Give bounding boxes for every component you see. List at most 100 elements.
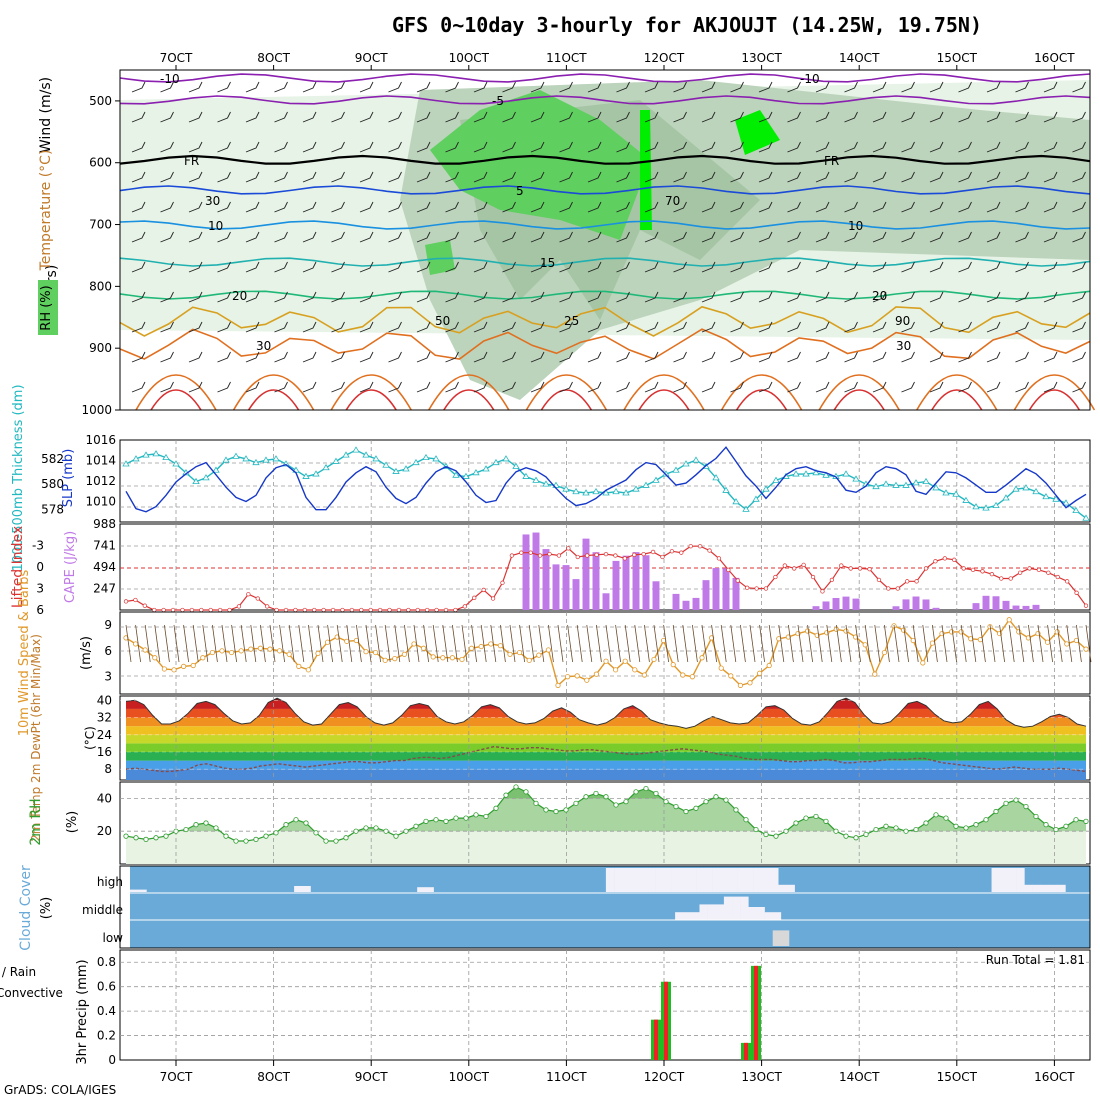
wind-barb [815,171,830,183]
wind-barb [815,231,830,243]
wind-barb [160,351,174,363]
cape-bar [822,601,830,610]
lifted-index-point [792,566,797,571]
wind-barb [673,321,687,333]
rh2m-point [773,833,779,839]
wind10m-barb [365,624,372,663]
cloud-cell-high [646,868,656,892]
wind10m-point [689,674,696,680]
wind-barb [815,81,830,93]
wind-barb [1072,321,1086,333]
wind-barb [1015,381,1029,393]
x-tick-top: 13OCT [741,51,782,65]
wind-barb [473,381,488,393]
isotherm-loop-30 [428,374,510,411]
wind-barb [416,81,431,93]
thickness-slp-point [742,505,750,512]
wind10m-barb [951,624,957,663]
rh2m-point [323,838,329,844]
wind-barb [359,201,374,213]
wind-barb [217,81,231,93]
wind-barb [331,291,345,303]
cloud-cell-high [294,886,303,892]
wind10m-barb [173,624,180,663]
wind-barb [245,141,260,153]
rh2m-point [123,833,129,839]
temp2m-unit: (°C) [83,726,97,750]
cape-bar [612,560,620,610]
wind-barb [673,381,687,393]
wind10m-barb [912,624,919,663]
wind-barb [616,171,630,183]
precip-frame [119,949,1091,1061]
rh2m-point [653,790,659,797]
lifted-index-point [236,604,242,609]
wind10m-point [1064,641,1070,647]
thickness-slp-point [1042,492,1050,500]
wind10m-barb [615,624,621,663]
isotherm-line [119,185,1091,195]
rh2m-point [683,808,689,815]
wind-barb [274,201,288,213]
cloud-cell-high [622,868,631,892]
wind-barb [359,231,374,243]
lifted-index-point [123,599,129,604]
precip-label: 3hr Precip (mm) [75,959,90,1064]
rh2m-point [903,828,909,834]
thickness-slp-point [262,456,270,463]
rh2m-point [953,823,959,829]
wind10m-point [612,667,619,673]
wind-barb [901,351,915,363]
wind-barb [644,231,659,243]
x-tick-top: 8OCT [257,51,290,65]
lifted-index-point [142,603,147,608]
wind-barb [844,141,858,153]
wind-barb [331,111,345,123]
wind10m-point [584,677,590,683]
thickness-slp-point [922,477,930,485]
cape-bar [542,549,550,610]
lifted-index-point [1074,590,1079,595]
wind-barb [587,381,602,393]
cape-bar [932,607,940,610]
wind-barb [388,261,402,273]
wind-barb [844,231,858,243]
thickness-slp-point [242,455,250,462]
thickness-slp-point [332,457,340,464]
y-tick-precip: 0.6 [97,980,116,994]
cloud-label: Cloud Cover [18,865,34,951]
wind10m-point [401,651,407,657]
rh2m-point [253,836,259,843]
rh2m-point [393,833,399,839]
rh2m-point [373,825,379,831]
wind-barb [359,291,374,303]
wind-barb [758,111,773,123]
wind-barb [131,81,146,93]
wind-barb [217,381,231,393]
rh2m-point [763,831,769,838]
wind10m-barb [788,624,794,663]
isotherm-loop-35 [638,389,690,411]
wind10m-barb [1028,624,1034,663]
cloud-cell-high [1024,884,1033,892]
lifted-index-point [895,586,900,591]
y-tick-slp: 1012 [85,474,116,488]
wind10m-point [181,663,187,669]
isotherm-line [119,220,1091,230]
wind10m-point [516,649,523,656]
wind10m-point [248,646,254,652]
wind-barb [445,321,459,333]
lifted-index-point [293,607,298,613]
wind-barb [1015,261,1029,273]
wind-barb [929,141,944,153]
wind-barb [302,231,317,243]
lifted-index-point [829,577,835,583]
wind-barb [302,141,317,153]
lifted-index-point [453,607,458,613]
cloud-cell-high [770,868,779,892]
wind10m-point [142,647,148,653]
rh2m-point [623,799,629,805]
wind-barb [815,291,830,303]
rh2m-point [203,820,209,826]
lifted-index-point [613,553,618,558]
